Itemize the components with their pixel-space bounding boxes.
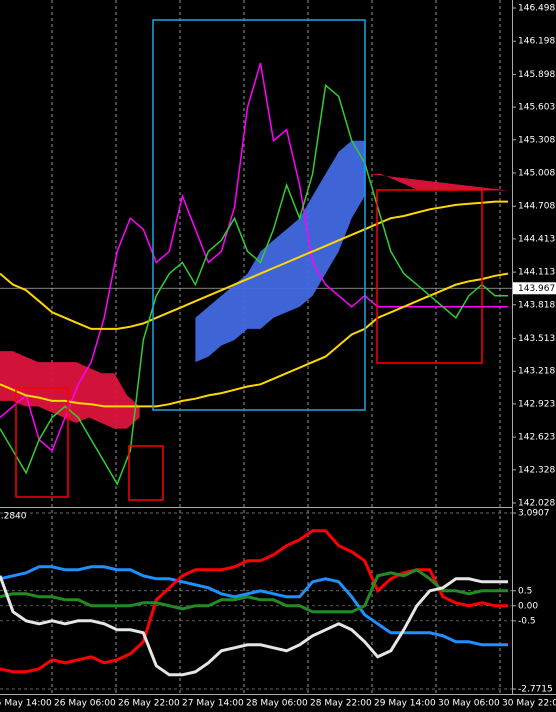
y-tick-label: 146.498 bbox=[518, 4, 555, 14]
x-tick-label: 28 May 06:00 bbox=[246, 699, 308, 709]
box bbox=[376, 189, 483, 364]
y-tick-label: -0.5 bbox=[518, 616, 536, 626]
y-tick-label: 143.218 bbox=[518, 367, 555, 377]
series-line bbox=[0, 529, 508, 674]
y-tick-label: 145.008 bbox=[518, 169, 555, 179]
y-tick-label: 0.5 bbox=[518, 586, 532, 596]
cloud bbox=[368, 173, 508, 191]
y-tick-label: 143.513 bbox=[518, 334, 555, 344]
series-line bbox=[0, 200, 508, 330]
y-tick-label: 145.308 bbox=[518, 135, 555, 145]
box bbox=[128, 445, 164, 501]
y-tick-label: 142.328 bbox=[518, 465, 555, 475]
box bbox=[152, 19, 366, 411]
x-tick-label: 25 May 14:00 bbox=[0, 699, 52, 709]
y-tick-label: 144.708 bbox=[518, 202, 555, 212]
price-tag bbox=[513, 282, 556, 295]
y-tick-label: 142.028 bbox=[518, 499, 555, 509]
x-tick-label: 30 May 06:00 bbox=[438, 699, 500, 709]
y-tick-label: 145.898 bbox=[518, 70, 555, 80]
y-tick-label: 142.923 bbox=[518, 399, 555, 409]
x-tick-label: 26 May 06:00 bbox=[54, 699, 116, 709]
y-tick-label: 3.0907 bbox=[518, 509, 550, 519]
current-price-label: 143.967 bbox=[518, 284, 555, 294]
series-line bbox=[0, 272, 509, 408]
plot bbox=[0, 62, 509, 677]
annotations bbox=[15, 19, 483, 501]
y-tick-label: 142.623 bbox=[518, 433, 555, 443]
x-tick-label: 27 May 14:00 bbox=[182, 699, 244, 709]
y-tick-label: 143.818 bbox=[518, 300, 555, 310]
indicator-label: 1.2840 bbox=[0, 512, 27, 522]
y-tick-label: -2.7715 bbox=[518, 685, 553, 695]
cloud bbox=[195, 140, 365, 363]
y-tick-label: 0.00 bbox=[518, 601, 538, 611]
box bbox=[15, 387, 69, 498]
x-tick-label: 29 May 14:00 bbox=[374, 699, 436, 709]
y-tick-label: 144.113 bbox=[518, 268, 555, 278]
x-tick-label: 30 May 22:00 bbox=[502, 699, 556, 709]
series-line bbox=[0, 575, 508, 677]
series-line bbox=[0, 83, 508, 486]
x-tick-label: 26 May 22:00 bbox=[118, 699, 180, 709]
grid bbox=[0, 0, 512, 694]
x-tick-label: 28 May 22:00 bbox=[310, 699, 372, 709]
series-line bbox=[0, 565, 508, 647]
cloud bbox=[0, 351, 140, 429]
series-line bbox=[0, 568, 508, 614]
y-tick-label: 146.198 bbox=[518, 37, 555, 47]
axes: 146.498 146.198 145.898 145.603 145.308 145.0… bbox=[0, 4, 556, 709]
y-tick-label: 144.413 bbox=[518, 234, 555, 244]
series-line bbox=[0, 62, 508, 452]
y-tick-label: 145.603 bbox=[518, 103, 555, 113]
